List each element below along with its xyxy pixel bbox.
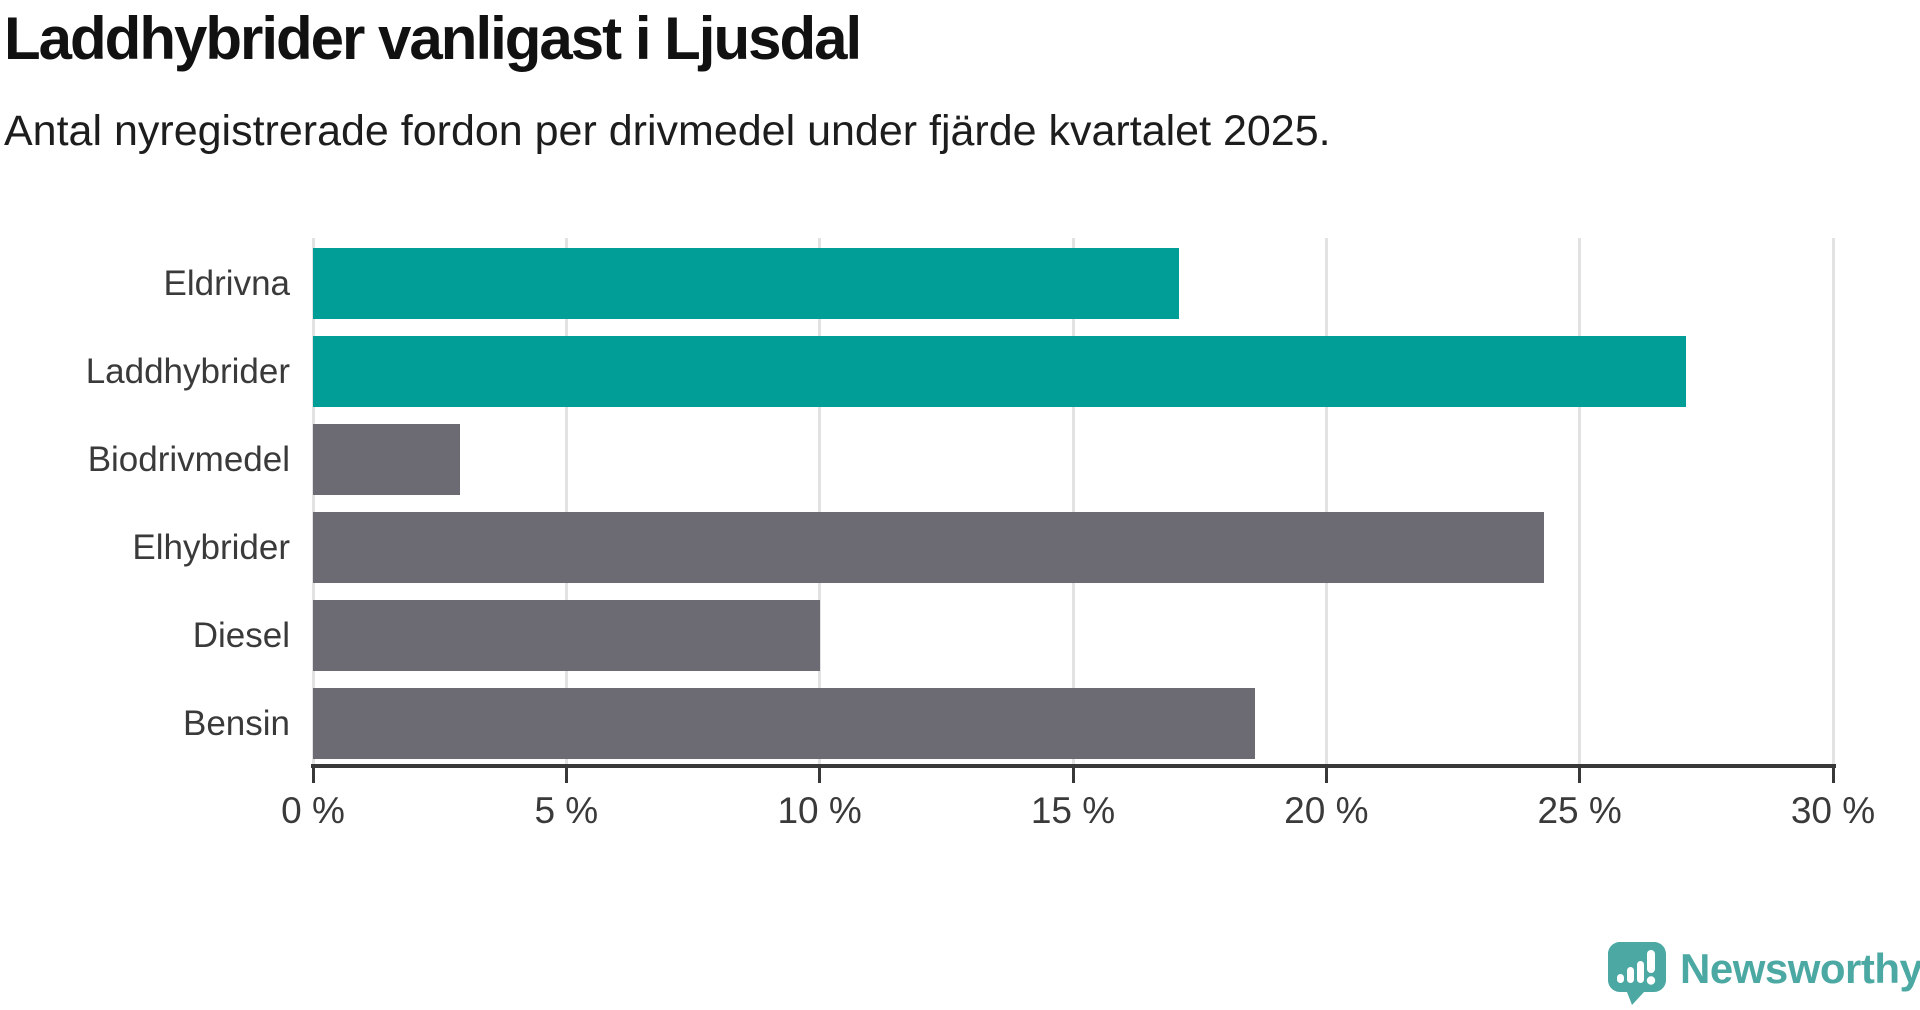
category-label-elhybrider: Elhybrider <box>132 527 290 567</box>
x-tick-label-30: 30 % <box>1790 790 1876 831</box>
x-tick-label-25: 25 % <box>1537 790 1622 831</box>
x-tick-20 <box>1324 764 1328 783</box>
bar-laddhybrider <box>313 336 1687 407</box>
bar-biodrivmedel <box>313 424 460 495</box>
category-label-eldrivna: Eldrivna <box>163 263 290 303</box>
x-tick-30 <box>1831 764 1835 783</box>
chart-subtitle: Antal nyregistrerade fordon per drivmede… <box>4 107 1331 155</box>
x-tick-0 <box>311 764 315 783</box>
newsworthy-logo-icon <box>1608 942 1666 1006</box>
category-label-laddhybrider: Laddhybrider <box>85 351 290 391</box>
bar-elhybrider <box>313 512 1545 583</box>
bar-bensin <box>313 688 1256 759</box>
plot-area <box>311 238 1835 766</box>
category-label-bensin: Bensin <box>182 703 290 743</box>
x-tick-label-10: 10 % <box>777 790 862 831</box>
x-tick-label-15: 15 % <box>1030 790 1116 831</box>
gridline-15-pct <box>1071 238 1075 766</box>
x-tick-15 <box>1071 764 1075 783</box>
category-label-diesel: Diesel <box>192 615 290 655</box>
category-label-biodrivmedel: Biodrivmedel <box>87 439 290 479</box>
x-tick-label-0: 0 % <box>281 790 345 831</box>
x-tick-label-5: 5 % <box>534 790 599 831</box>
bar-eldrivna <box>313 248 1180 319</box>
x-tick-5 <box>564 764 568 783</box>
x-tick-25 <box>1578 764 1582 783</box>
gridline-20-pct <box>1324 238 1328 766</box>
chart-title: Laddhybrider vanligast i Ljusdal <box>4 5 862 72</box>
gridline-5-pct <box>564 238 568 766</box>
x-tick-10 <box>818 764 822 783</box>
brand-footer: Newsworthy <box>1608 942 1920 1006</box>
gridline-0-pct <box>311 238 315 766</box>
bar-diesel <box>313 600 820 671</box>
category-axis: Eldrivna Laddhybrider Biodrivmedel Elhybrid… <box>0 238 290 766</box>
gridline-30-pct <box>1831 238 1835 766</box>
brand-wordmark: Newsworthy <box>1680 945 1920 992</box>
x-tick-label-20: 20 % <box>1284 790 1369 831</box>
gridline-25-pct <box>1578 238 1582 766</box>
gridline-10-pct <box>818 238 822 766</box>
